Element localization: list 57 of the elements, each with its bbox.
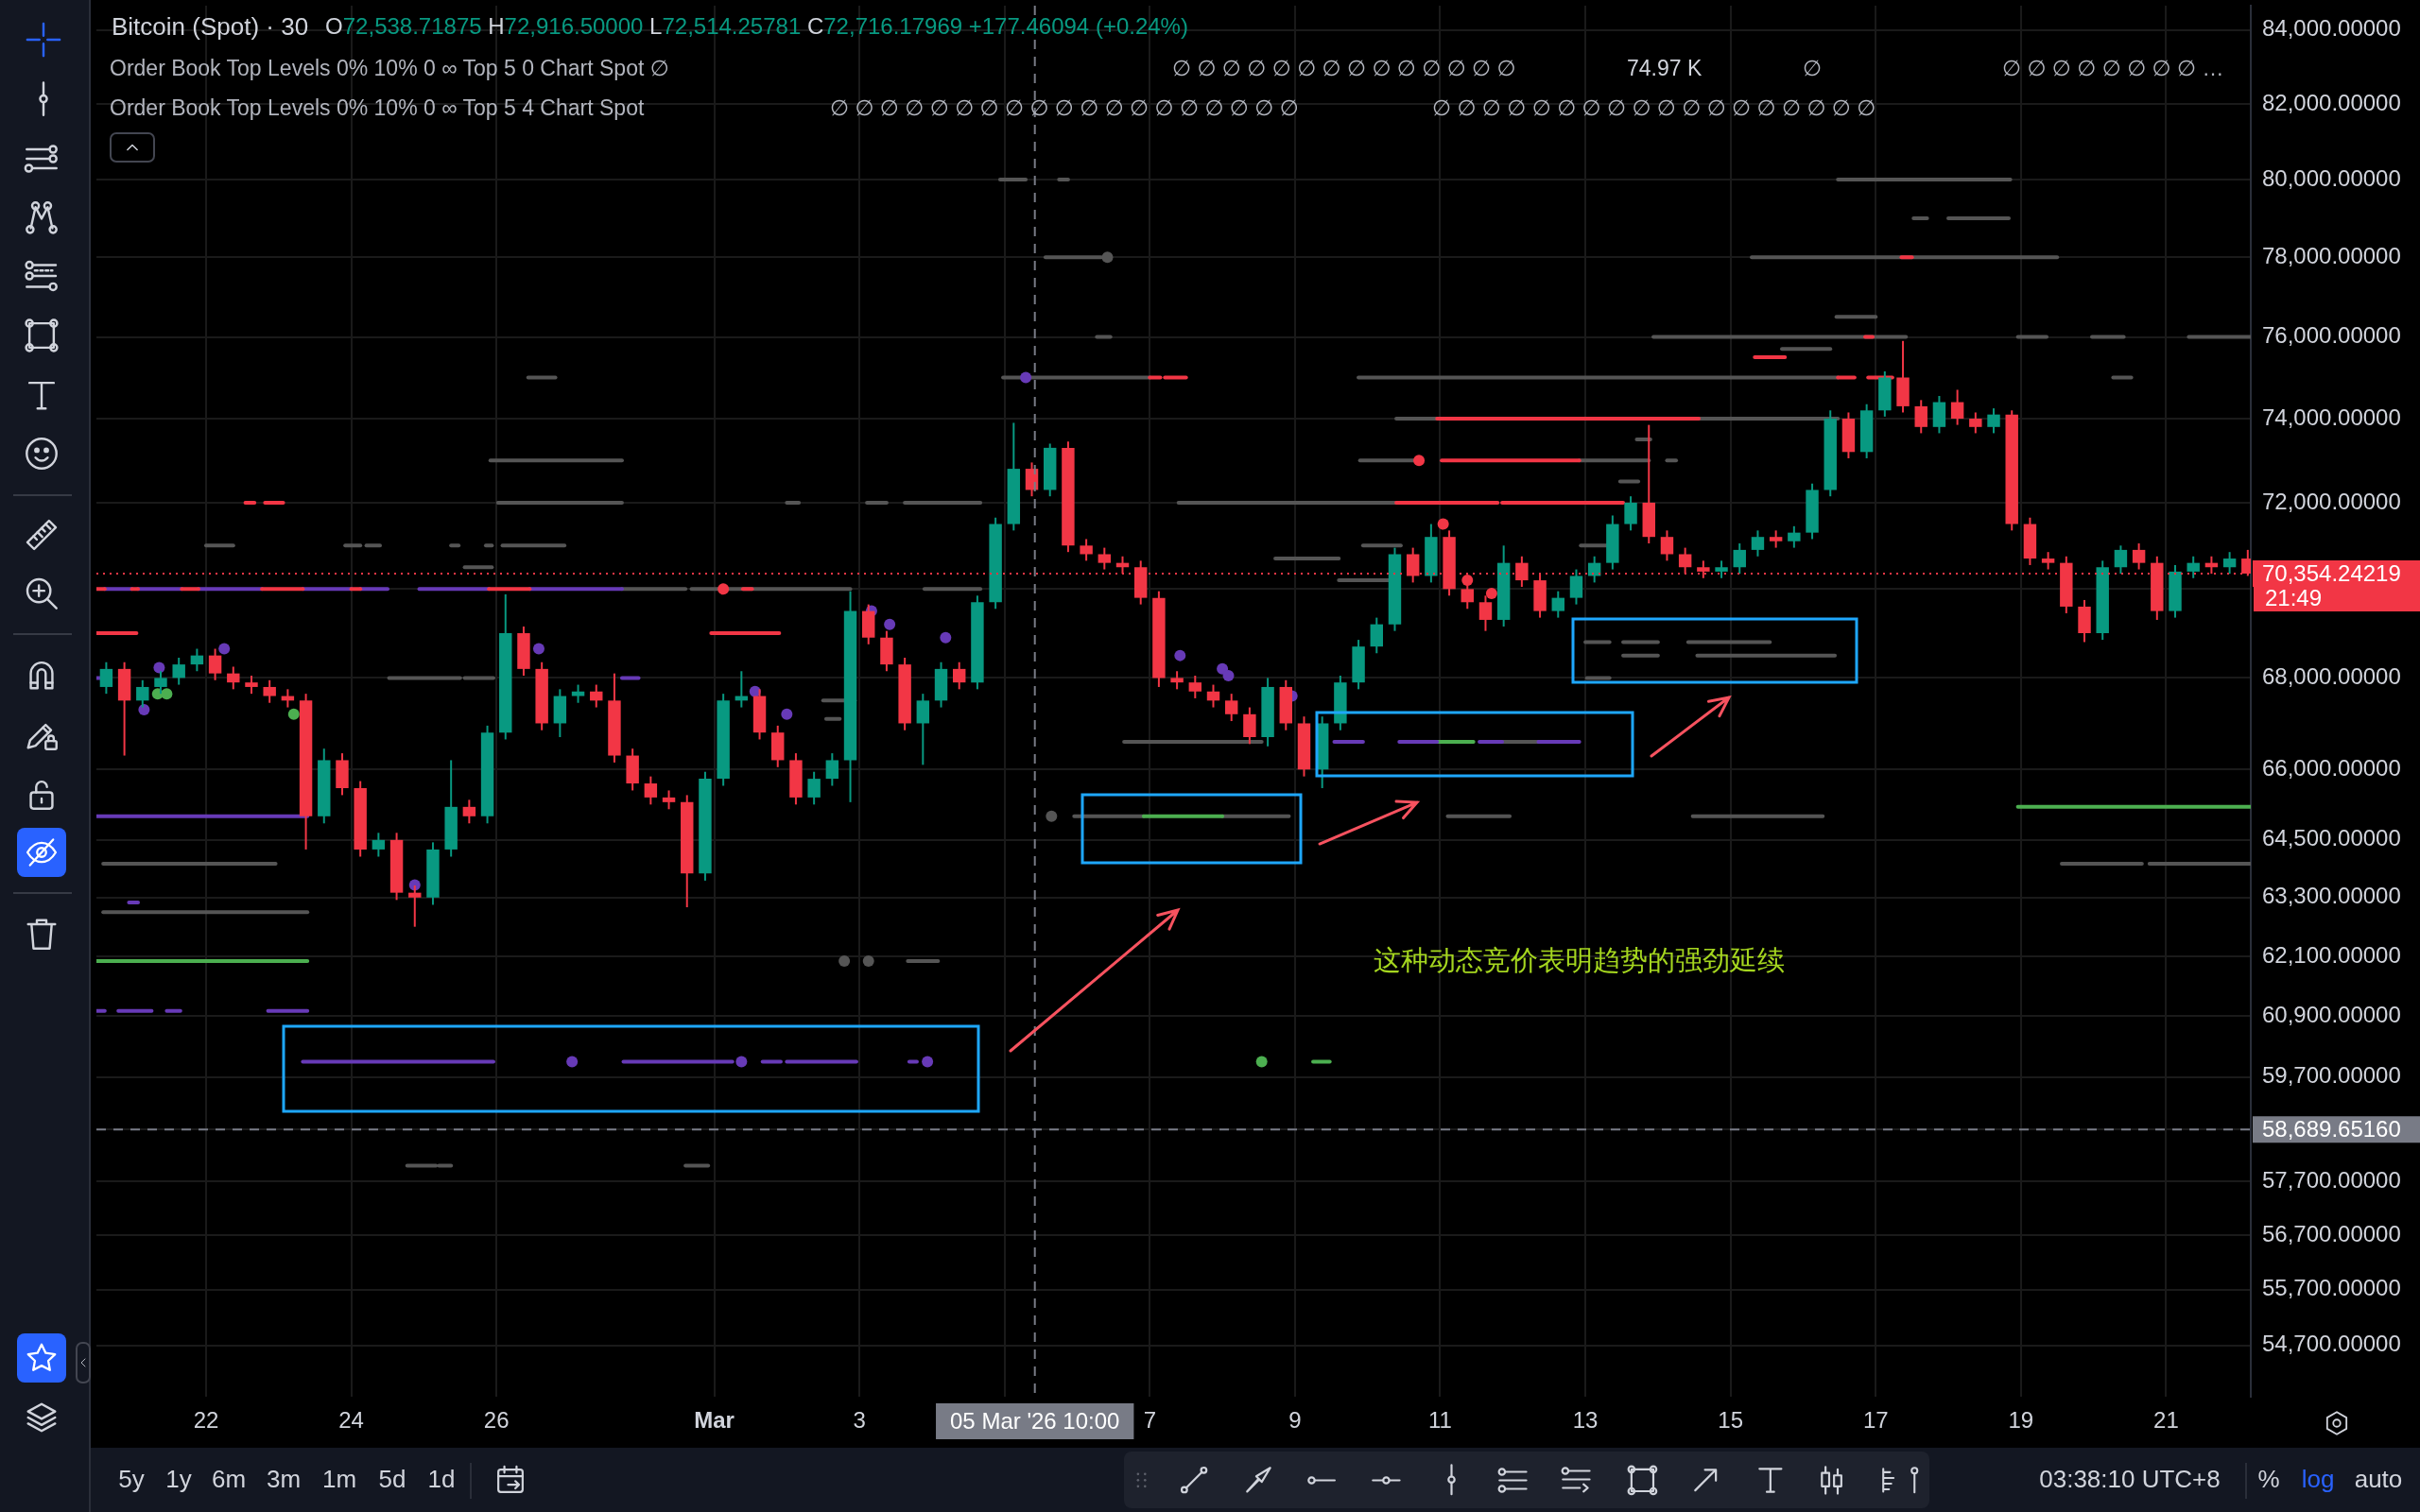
text: log <box>2301 1465 2335 1494</box>
x-tick-label: 9 <box>1288 1407 1302 1434</box>
text: 03:38:10 UTC+8 <box>2039 1465 2221 1494</box>
ref-line-label: 70,354.24219 <box>2262 559 2401 586</box>
y-tick-label: 76,000.00000 <box>2262 322 2401 349</box>
x-tick-label: 22 <box>193 1407 219 1434</box>
y-tick-label: 60,900.00000 <box>2262 1001 2401 1027</box>
y-tick-label: 84,000.00000 <box>2262 15 2401 42</box>
annotation: ∅ <box>1803 55 1823 81</box>
x-tick-label: 26 <box>483 1407 510 1434</box>
annotation: Order Book Top Levels 0% 10% 0 ∞ Top 5 0 Chart Spot ∅ <box>110 55 669 81</box>
ref-line-label: 58,689.65160 <box>2262 1115 2401 1142</box>
y-tick-label: 56,700.00000 <box>2262 1220 2401 1246</box>
y-tick-label: 57,700.00000 <box>2262 1166 2401 1193</box>
x-tick-label: 17 <box>1862 1407 1889 1434</box>
text: 21:49 <box>2265 585 2323 611</box>
text: 1d <box>427 1465 456 1494</box>
text: 3m <box>266 1465 302 1494</box>
annotation: ∅ ∅ ∅ ∅ ∅ ∅ ∅ ∅ … <box>2002 55 2224 81</box>
y-tick-label: 82,000.00000 <box>2262 89 2401 115</box>
chart-title: Bitcoin (Spot) · 30 <box>112 11 309 42</box>
text: 5y <box>118 1465 145 1494</box>
text: O72,538.71875 H72,916.50000 L72,514.25781 C72,716.17969 +177.46094 (+0.24%) <box>325 13 1188 39</box>
text: auto <box>2354 1465 2403 1494</box>
x-tick-label: 11 <box>1428 1407 1452 1434</box>
y-tick-label: 54,700.00000 <box>2262 1331 2401 1357</box>
x-tick-label: 15 <box>1718 1407 1743 1434</box>
y-tick-label: 63,300.00000 <box>2262 883 2401 909</box>
y-tick-label: 74,000.00000 <box>2262 404 2401 430</box>
y-tick-label: 55,700.00000 <box>2262 1275 2401 1301</box>
y-tick-label: 66,000.00000 <box>2262 754 2401 781</box>
annotation: ∅ ∅ ∅ ∅ ∅ ∅ ∅ ∅ ∅ ∅ ∅ ∅ ∅ ∅ <box>1172 55 1516 81</box>
y-tick-label: 59,700.00000 <box>2262 1062 2401 1089</box>
x-tick-label: 3 <box>853 1407 866 1434</box>
text: 5d <box>378 1465 406 1494</box>
x-tick-label: 19 <box>2008 1407 2034 1434</box>
y-tick-label: 72,000.00000 <box>2262 488 2401 514</box>
annotation: ∅ ∅ ∅ ∅ ∅ ∅ ∅ ∅ ∅ ∅ ∅ ∅ ∅ ∅ ∅ ∅ ∅ ∅ <box>1432 94 1876 121</box>
text: 1m <box>321 1465 357 1494</box>
annotation: ∅ ∅ ∅ ∅ ∅ ∅ ∅ ∅ ∅ ∅ ∅ ∅ ∅ ∅ ∅ ∅ ∅ ∅ ∅ <box>830 94 1299 121</box>
x-tick-label: 13 <box>1572 1407 1599 1434</box>
annotation: 74.97 K <box>1627 55 1703 81</box>
x-tick-label: Mar <box>694 1407 735 1434</box>
y-tick-label: 78,000.00000 <box>2262 242 2401 268</box>
annotation: 这种动态竞价表明趋势的强劲延续 <box>1374 944 1785 977</box>
text: 1y <box>165 1465 192 1494</box>
x-tick-label: 7 <box>1143 1407 1156 1434</box>
text: 6m <box>211 1465 247 1494</box>
y-tick-label: 80,000.00000 <box>2262 164 2401 191</box>
annotation: Order Book Top Levels 0% 10% 0 ∞ Top 5 4 Chart Spot <box>110 94 645 121</box>
y-tick-label: 62,100.00000 <box>2262 941 2401 968</box>
x-tick-label: 21 <box>2153 1407 2179 1434</box>
text: % <box>2257 1465 2280 1494</box>
x-tick-label: 24 <box>338 1407 364 1434</box>
y-tick-label: 68,000.00000 <box>2262 663 2401 690</box>
ref-line-label: 05 Mar '26 10:00 <box>950 1407 1120 1434</box>
y-tick-label: 64,500.00000 <box>2262 825 2401 851</box>
